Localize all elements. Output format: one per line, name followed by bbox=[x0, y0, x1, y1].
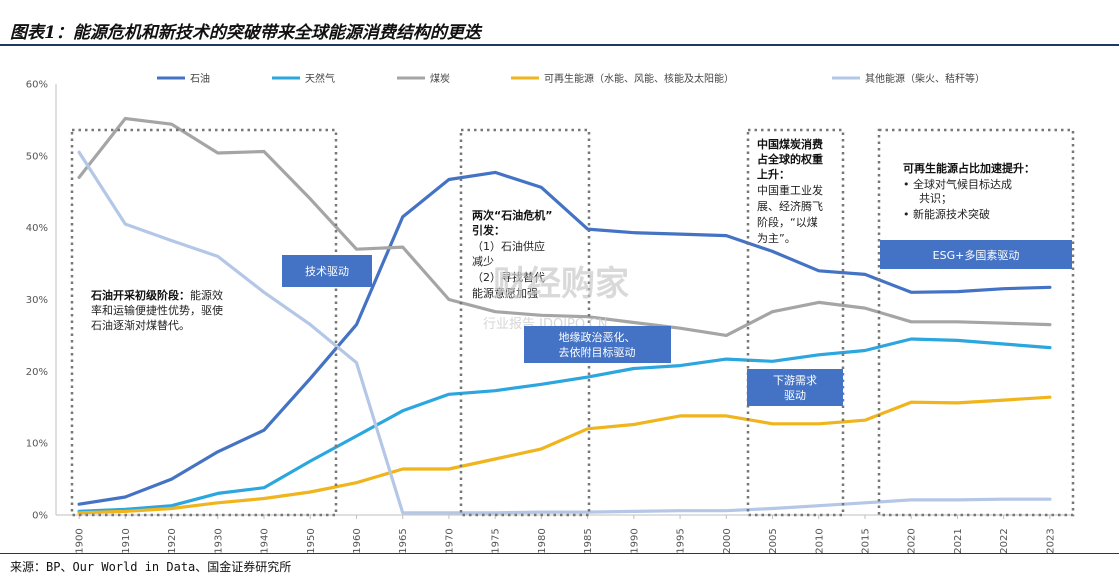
phase-2-title: 两次“石油危机” bbox=[472, 208, 552, 222]
series-line-0 bbox=[77, 170, 1052, 506]
phase-2-title-2: 引发： bbox=[472, 223, 505, 237]
phase-1-title: 石油开采初级阶段： bbox=[90, 288, 190, 302]
phase-1-line-1: 能源效 bbox=[190, 288, 223, 302]
phase-3-title-3: 上升： bbox=[757, 167, 790, 181]
legend-label-4: 其他能源（柴火、秸秆等） bbox=[865, 72, 985, 85]
x-tick-label: 1960 bbox=[352, 528, 363, 553]
phase-3-line-2: 展、经济腾飞 bbox=[757, 199, 823, 213]
x-tick-label: 2015 bbox=[860, 528, 871, 553]
x-tick-label: 1965 bbox=[398, 528, 409, 553]
series-line-3 bbox=[77, 395, 1052, 515]
x-tick-label: 2005 bbox=[768, 528, 779, 553]
driver-box-3 bbox=[747, 369, 843, 406]
y-tick-label: 60% bbox=[26, 80, 48, 91]
phase-3-line-1: 中国重工业发 bbox=[757, 183, 823, 197]
driver-3-line-2: 驱动 bbox=[784, 389, 806, 402]
phase-2-line-2: 减少 bbox=[472, 255, 494, 268]
x-tick-label: 2021 bbox=[953, 528, 964, 553]
driver-1-label: 技术驱动 bbox=[305, 265, 349, 278]
series-lines bbox=[77, 116, 1052, 515]
source-note: 来源：BP、Our World in Data、国金证券研究所 bbox=[10, 560, 292, 574]
y-tick-label: 0% bbox=[32, 511, 48, 522]
series-line-1 bbox=[77, 337, 1052, 513]
x-tick-label: 2010 bbox=[814, 528, 825, 553]
driver-box-1 bbox=[282, 255, 372, 287]
y-tick-label: 50% bbox=[26, 151, 48, 162]
phase-1-line-3: 石油逐渐对煤替代。 bbox=[91, 318, 190, 332]
phase-3-line-4: 为主”。 bbox=[757, 232, 796, 245]
phase-4-bullet-2-text: 新能源技术突破 bbox=[913, 207, 990, 221]
legend-label-0: 石油 bbox=[190, 72, 210, 85]
phase-4-bullet-1-cont: 共识； bbox=[919, 192, 952, 205]
x-tick-label: 1900 bbox=[75, 528, 86, 553]
driver-box-4 bbox=[880, 240, 1072, 269]
x-tick-label: 1990 bbox=[629, 528, 640, 553]
phase-4-bullet-1-text: 全球对气候目标达成 bbox=[913, 177, 1012, 191]
phase-1-line-2: 率和运输便捷性优势，驱使 bbox=[91, 303, 223, 317]
y-tick-label: 10% bbox=[26, 439, 48, 450]
source-rule bbox=[0, 553, 1119, 554]
phase-box-1 bbox=[70, 128, 338, 517]
phase-2-line-3: （2）寻找替代 bbox=[472, 270, 545, 284]
legend-label-3: 可再生能源（水能、风能、核能及太阳能） bbox=[544, 72, 734, 85]
phase-4-bullet-2: • 新能源技术突破 bbox=[903, 207, 990, 221]
x-tick-label: 2022 bbox=[999, 528, 1010, 553]
driver-2-line-1: 地缘政治恶化、 bbox=[559, 330, 636, 344]
y-tick-label: 40% bbox=[26, 223, 48, 234]
page-title: 图表1：能源危机和新技术的突破带来全球能源消费结构的更迭 bbox=[10, 23, 481, 43]
x-axis-ticks: 1900 1910 1920 1930 1940 1950 1960 1965 1970 1975… bbox=[75, 515, 1056, 554]
phase-3-title-1: 中国煤炭消费 bbox=[757, 137, 823, 151]
series-line-4 bbox=[77, 150, 1052, 515]
phase-box-2 bbox=[459, 128, 591, 517]
x-tick-label: 2020 bbox=[907, 528, 918, 553]
x-tick-label: 2023 bbox=[1045, 528, 1056, 553]
title-rule bbox=[0, 44, 1119, 46]
x-tick-label: 1975 bbox=[491, 528, 502, 553]
phase-4-bullet-1: • 全球对气候目标达成 bbox=[903, 177, 1012, 191]
driver-box-2 bbox=[524, 326, 671, 363]
legend-label-2: 煤炭 bbox=[430, 72, 450, 85]
phase-4-title: 可再生能源占比加速提升： bbox=[903, 161, 1035, 175]
watermark-main: 财经购家 bbox=[493, 264, 629, 304]
x-tick-label: 1940 bbox=[260, 528, 271, 553]
x-tick-label: 1985 bbox=[583, 528, 594, 553]
x-tick-label: 2000 bbox=[722, 528, 733, 553]
y-tick-label: 20% bbox=[26, 367, 48, 378]
legend: 石油 天然气 煤炭 可再生能源（水能、风能、核能及太阳能） 其他能源（柴火、秸秆等） bbox=[157, 72, 985, 85]
phase-2-line-4: 能源意愿加强 bbox=[472, 286, 538, 300]
y-axis-ticks: 0% 10% 20% 30% 40% 50% 60% bbox=[26, 80, 48, 522]
y-tick-label: 30% bbox=[26, 295, 48, 306]
phase-box-3 bbox=[746, 128, 845, 517]
driver-2-line-2: 去依附目标驱动 bbox=[559, 345, 636, 359]
x-tick-label: 1950 bbox=[306, 528, 317, 553]
phase-1-note: 石油开采初级阶段：能源效 bbox=[90, 288, 223, 302]
x-tick-label: 1980 bbox=[537, 528, 548, 553]
x-tick-label: 1910 bbox=[121, 528, 132, 553]
phase-box-4 bbox=[877, 128, 1075, 517]
phase-3-line-3: 阶段，“以煤 bbox=[757, 215, 818, 229]
x-tick-label: 1995 bbox=[676, 528, 687, 553]
series-line-2 bbox=[77, 116, 1052, 337]
driver-4-label: ESG+多国素驱动 bbox=[933, 248, 1020, 262]
driver-3-line-1: 下游需求 bbox=[773, 374, 817, 387]
phase-3-title-2: 占全球的权重 bbox=[757, 152, 823, 166]
phase-2-line-1: （1）石油供应 bbox=[472, 239, 545, 253]
x-tick-label: 1920 bbox=[167, 528, 178, 553]
x-tick-label: 1970 bbox=[444, 528, 455, 553]
x-tick-label: 1930 bbox=[213, 528, 224, 553]
legend-label-1: 天然气 bbox=[305, 72, 335, 85]
